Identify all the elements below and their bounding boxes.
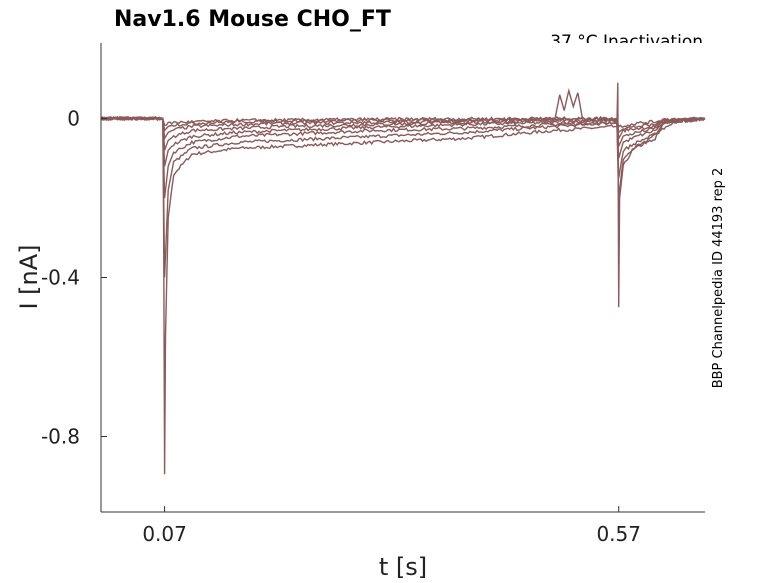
y-axis-label: I [nA]	[15, 244, 43, 309]
x-tick-label: 0.07	[142, 522, 187, 546]
trace-2	[100, 116, 706, 278]
y-tick-label: 0	[67, 107, 80, 131]
traces	[100, 82, 706, 475]
y-tick-label: -0.8	[41, 424, 80, 448]
plot-area	[101, 43, 705, 512]
x-ticks: 0.07 0.57	[142, 506, 641, 546]
y-tick-label: -0.4	[41, 266, 80, 290]
chart-title: Nav1.6 Mouse CHO_FT	[114, 7, 391, 32]
trace-3	[100, 115, 706, 199]
x-axis-label: t [s]	[379, 553, 427, 581]
trace-7	[101, 87, 706, 134]
y-ticks: 0 -0.4 -0.8	[41, 107, 107, 448]
trace-8	[100, 115, 706, 129]
x-tick-label: 0.57	[596, 522, 641, 546]
trace-4	[100, 116, 706, 167]
trace-1	[100, 82, 706, 475]
side-label: BBP Channelpedia ID 44193 rep 2	[711, 168, 726, 389]
